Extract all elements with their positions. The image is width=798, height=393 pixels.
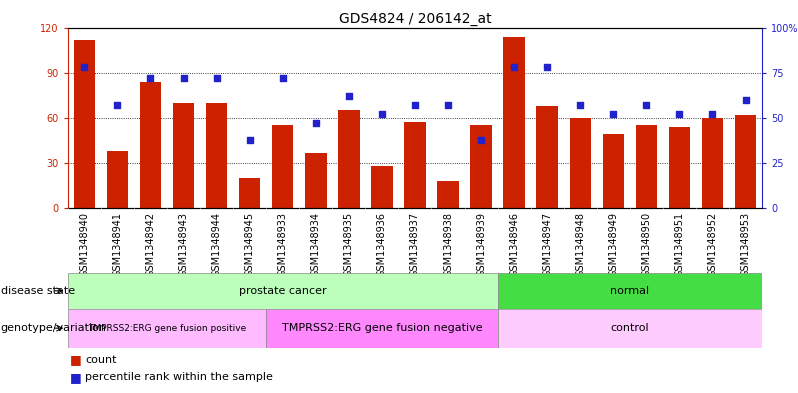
Text: GSM1348947: GSM1348947 (542, 211, 552, 277)
Point (409, 102, 421, 108)
Text: disease state: disease state (1, 286, 75, 296)
Bar (602, 134, 624, 208)
Bar (371, 166, 393, 208)
Bar (272, 125, 294, 208)
Point (441, 102, 454, 108)
Point (541, 64, 554, 70)
Bar (68, 273, 498, 309)
Bar (68, 309, 267, 348)
Bar (140, 82, 161, 208)
Text: GSM1348941: GSM1348941 (113, 211, 122, 277)
Point (673, 111, 685, 118)
Bar (498, 309, 762, 348)
Text: GSM1348946: GSM1348946 (509, 211, 519, 277)
Point (706, 111, 719, 118)
Text: TMPRSS2:ERG gene fusion positive: TMPRSS2:ERG gene fusion positive (88, 324, 246, 332)
Bar (173, 103, 194, 208)
Text: control: control (610, 323, 649, 333)
Text: GSM1348944: GSM1348944 (211, 211, 222, 277)
Point (574, 102, 587, 108)
Text: GSM1348936: GSM1348936 (377, 211, 387, 277)
Bar (405, 123, 425, 208)
Point (177, 75, 190, 81)
Point (739, 97, 752, 103)
Point (376, 111, 389, 118)
Text: GSM1348951: GSM1348951 (674, 211, 685, 277)
Text: ■: ■ (69, 371, 81, 384)
Text: GSM1348948: GSM1348948 (575, 211, 585, 277)
Bar (305, 152, 326, 208)
Bar (669, 127, 690, 208)
Point (475, 136, 488, 143)
Text: GSM1348940: GSM1348940 (79, 211, 89, 277)
Bar (498, 273, 762, 309)
Point (342, 93, 355, 99)
Point (607, 111, 620, 118)
Text: GSM1348953: GSM1348953 (741, 211, 751, 277)
Point (111, 102, 124, 108)
Text: GSM1348933: GSM1348933 (278, 211, 288, 277)
Text: prostate cancer: prostate cancer (239, 286, 326, 296)
Text: GSM1348939: GSM1348939 (476, 211, 486, 277)
Point (78, 64, 91, 70)
Title: GDS4824 / 206142_at: GDS4824 / 206142_at (338, 13, 492, 26)
Text: count: count (85, 354, 117, 365)
Point (276, 75, 289, 81)
Bar (107, 151, 128, 208)
Point (640, 102, 653, 108)
Text: ■: ■ (69, 353, 81, 366)
Bar (701, 118, 723, 208)
Text: GSM1348945: GSM1348945 (245, 211, 255, 277)
Text: GSM1348949: GSM1348949 (608, 211, 618, 277)
Bar (735, 115, 757, 208)
Text: GSM1348937: GSM1348937 (410, 211, 420, 277)
Text: GSM1348950: GSM1348950 (642, 211, 651, 277)
Bar (536, 106, 558, 208)
Point (243, 136, 256, 143)
Text: GSM1348943: GSM1348943 (179, 211, 188, 277)
Point (144, 75, 157, 81)
Bar (570, 118, 591, 208)
Bar (504, 37, 525, 208)
Point (508, 64, 520, 70)
Text: GSM1348942: GSM1348942 (145, 211, 156, 277)
Bar (338, 110, 360, 208)
Text: GSM1348938: GSM1348938 (443, 211, 453, 277)
Bar (437, 181, 459, 208)
Bar (239, 178, 260, 208)
Bar (267, 309, 498, 348)
Text: TMPRSS2:ERG gene fusion negative: TMPRSS2:ERG gene fusion negative (282, 323, 482, 333)
Text: GSM1348934: GSM1348934 (310, 211, 321, 277)
Text: GSM1348952: GSM1348952 (708, 211, 717, 277)
Bar (470, 125, 492, 208)
Bar (636, 125, 657, 208)
Bar (73, 40, 95, 208)
Text: GSM1348935: GSM1348935 (344, 211, 354, 277)
Text: genotype/variation: genotype/variation (1, 323, 107, 333)
Point (310, 120, 322, 127)
Text: percentile rank within the sample: percentile rank within the sample (85, 372, 273, 382)
Point (210, 75, 223, 81)
Bar (206, 103, 227, 208)
Text: normal: normal (610, 286, 650, 296)
